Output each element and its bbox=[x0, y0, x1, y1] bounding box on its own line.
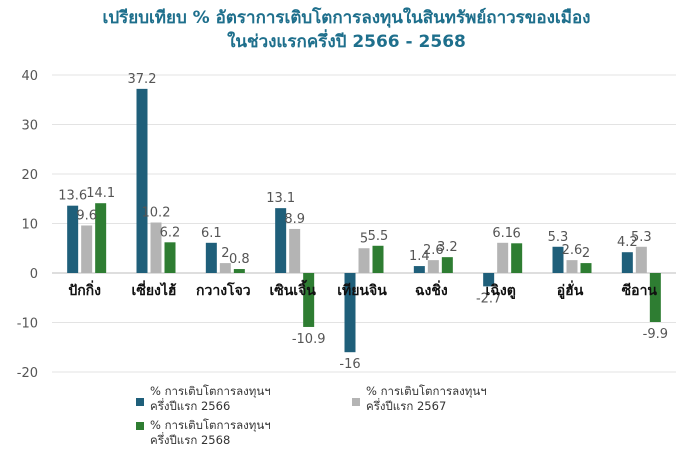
legend-label-2566-line-2: ครึ่งปีแรก 2566 bbox=[150, 399, 231, 413]
bar bbox=[566, 260, 578, 273]
data-label: 5.3 bbox=[631, 230, 652, 245]
bar bbox=[136, 88, 148, 273]
bar bbox=[219, 263, 231, 273]
data-label: 5.5 bbox=[368, 229, 389, 244]
data-label: 6 bbox=[513, 226, 521, 241]
data-label: 37.2 bbox=[128, 72, 157, 87]
y-tick-label: -20 bbox=[17, 366, 38, 381]
category-label: ฉงชิ่ง bbox=[415, 280, 448, 299]
bar bbox=[635, 246, 647, 273]
legend-swatch-2566 bbox=[136, 398, 144, 406]
data-label: 1.4 bbox=[409, 249, 430, 264]
category-label: เซินเจิ้น bbox=[269, 279, 316, 299]
category-label: เทียนจิน bbox=[337, 283, 387, 299]
data-label: 2.6 bbox=[562, 243, 583, 258]
data-label: -10.9 bbox=[292, 332, 326, 347]
data-label: 2.6 bbox=[423, 243, 444, 258]
chart-title-line-2: ในช่วงแรกครึ่งปี 2566 - 2568 bbox=[227, 32, 466, 52]
bar bbox=[441, 257, 453, 273]
data-label: 6.1 bbox=[492, 226, 513, 241]
chart-title-line-1: เปรียบเทียบ % อัตราการเติบโตการลงทุนในสิ… bbox=[102, 8, 591, 28]
bar bbox=[95, 203, 107, 273]
bar bbox=[413, 266, 425, 273]
data-label: 5.3 bbox=[548, 230, 569, 245]
bar bbox=[275, 208, 287, 273]
legend-label-2568-line-2: ครึ่งปีแรก 2568 bbox=[150, 433, 231, 447]
y-tick-label: 10 bbox=[21, 218, 38, 233]
y-tick-label: 40 bbox=[21, 69, 38, 84]
data-label: 8.9 bbox=[284, 212, 305, 227]
bar bbox=[483, 273, 495, 287]
bar bbox=[344, 273, 356, 353]
bar bbox=[497, 242, 509, 273]
category-label: อู่ฮั่น bbox=[557, 280, 584, 299]
bar bbox=[67, 205, 79, 273]
data-label: 2 bbox=[582, 246, 590, 261]
legend-label-2566-line-1: % การเติบโตการลงทุนฯ bbox=[150, 384, 271, 398]
bar bbox=[289, 228, 301, 273]
bar bbox=[511, 243, 523, 273]
data-label: 5 bbox=[360, 231, 368, 246]
bar bbox=[303, 273, 315, 327]
y-tick-label: -10 bbox=[17, 317, 38, 332]
data-label: 10.2 bbox=[142, 206, 171, 221]
bar bbox=[649, 273, 661, 323]
bar bbox=[358, 248, 370, 273]
data-label: 4.2 bbox=[617, 235, 638, 250]
data-label: 6.2 bbox=[160, 225, 181, 240]
legend-item-2566: % การเติบโตการลงทุนฯ ครึ่งปีแรก 2566 bbox=[136, 384, 306, 416]
legend-item-2567: % การเติบโตการลงทุนฯ ครึ่งปีแรก 2567 bbox=[352, 384, 522, 416]
bar bbox=[81, 225, 93, 273]
data-label: 6.1 bbox=[201, 226, 222, 241]
y-tick-label: 0 bbox=[30, 267, 38, 282]
bar bbox=[164, 242, 176, 273]
y-tick-label: 20 bbox=[21, 168, 38, 183]
data-label: 3.2 bbox=[437, 240, 458, 255]
bar bbox=[150, 222, 162, 273]
category-label: ปักกิ่ง bbox=[68, 280, 101, 299]
data-label: -9.9 bbox=[643, 327, 668, 342]
category-label: กวางโจว bbox=[196, 281, 251, 299]
data-label: 13.1 bbox=[266, 191, 295, 206]
gridlines bbox=[52, 74, 676, 373]
chart-title: เปรียบเทียบ % อัตราการเติบโตการลงทุนในสิ… bbox=[0, 6, 693, 54]
category-label: ซีอาน bbox=[622, 283, 658, 299]
data-label: -16 bbox=[339, 357, 360, 372]
y-tick-label: 30 bbox=[21, 119, 38, 134]
bar bbox=[427, 260, 439, 273]
bar bbox=[205, 242, 217, 273]
legend-label-2568-line-1: % การเติบโตการลงทุนฯ bbox=[150, 418, 271, 432]
bar bbox=[621, 252, 633, 273]
legend-label-2567-line-1: % การเติบโตการลงทุนฯ bbox=[366, 384, 487, 398]
bar bbox=[580, 263, 592, 273]
data-labels: 13.69.614.137.210.26.2 6.12 0.813.18.9-10.… bbox=[58, 72, 668, 372]
bar bbox=[372, 245, 384, 273]
data-label: 0.8 bbox=[229, 252, 250, 267]
data-label: 14.1 bbox=[86, 186, 115, 201]
legend-swatch-2567 bbox=[352, 398, 360, 406]
legend-label-2567-line-2: ครึ่งปีแรก 2567 bbox=[366, 399, 447, 413]
category-labels: ปักกิ่ง เซี่ยงไฮ้ กวางโจว เซินเจิ้น เทียนจิน… bbox=[68, 279, 657, 299]
bar bbox=[233, 269, 245, 273]
legend-item-2568: % การเติบโตการลงทุนฯ ครึ่งปีแรก 2568 bbox=[136, 418, 306, 450]
legend-swatch-2568 bbox=[136, 422, 144, 430]
data-label: -2.7 bbox=[476, 291, 501, 306]
bars bbox=[67, 88, 661, 353]
category-label: เฉิงตู bbox=[486, 283, 516, 299]
bar bbox=[552, 246, 564, 273]
data-label: 13.6 bbox=[58, 189, 87, 204]
data-label: 9.6 bbox=[76, 208, 97, 223]
data-label: 2 bbox=[221, 246, 229, 261]
y-axis-ticks: 40 30 20 10 0 -10 -20 bbox=[17, 69, 38, 381]
category-label: เซี่ยงไฮ้ bbox=[132, 280, 177, 299]
